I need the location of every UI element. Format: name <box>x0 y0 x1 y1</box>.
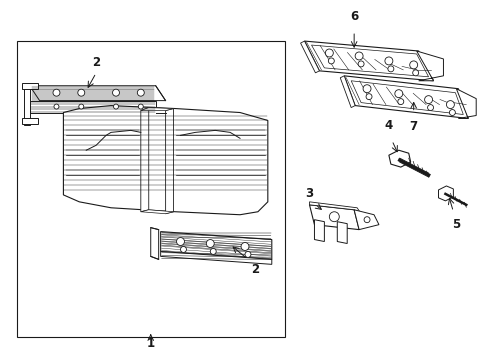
Polygon shape <box>310 202 361 214</box>
Circle shape <box>363 85 371 93</box>
Circle shape <box>113 89 120 96</box>
Circle shape <box>449 109 455 116</box>
Polygon shape <box>161 231 272 260</box>
Bar <box>17 41 285 337</box>
Polygon shape <box>439 186 453 201</box>
Circle shape <box>358 61 364 67</box>
Polygon shape <box>161 251 272 264</box>
Polygon shape <box>141 108 173 111</box>
Text: 2: 2 <box>92 56 100 69</box>
Circle shape <box>245 251 251 257</box>
Circle shape <box>329 212 339 222</box>
Polygon shape <box>340 76 355 108</box>
Circle shape <box>325 49 333 57</box>
Polygon shape <box>305 41 434 81</box>
Text: 4: 4 <box>385 120 393 132</box>
Polygon shape <box>389 150 411 167</box>
Polygon shape <box>300 41 319 73</box>
Text: 7: 7 <box>410 121 418 134</box>
Text: 3: 3 <box>305 187 314 200</box>
Polygon shape <box>337 222 347 243</box>
Circle shape <box>79 104 84 109</box>
Circle shape <box>425 96 433 104</box>
Polygon shape <box>141 210 173 214</box>
Text: 1: 1 <box>147 337 155 350</box>
Circle shape <box>241 243 249 251</box>
Polygon shape <box>22 118 38 125</box>
Polygon shape <box>416 51 443 81</box>
Polygon shape <box>315 220 324 242</box>
Polygon shape <box>22 83 38 89</box>
Circle shape <box>114 104 119 109</box>
Circle shape <box>364 217 370 223</box>
Circle shape <box>210 248 216 255</box>
Circle shape <box>398 99 404 105</box>
Circle shape <box>446 100 454 109</box>
Polygon shape <box>30 100 156 113</box>
Circle shape <box>413 70 418 76</box>
Circle shape <box>385 57 393 65</box>
Circle shape <box>176 238 184 246</box>
Text: 6: 6 <box>350 10 358 23</box>
Circle shape <box>395 90 403 98</box>
Polygon shape <box>141 108 149 212</box>
Circle shape <box>355 52 363 60</box>
Circle shape <box>410 61 417 69</box>
Polygon shape <box>30 86 166 100</box>
Circle shape <box>180 247 187 252</box>
Circle shape <box>328 58 334 64</box>
Polygon shape <box>24 86 30 125</box>
Polygon shape <box>63 105 268 215</box>
Circle shape <box>137 89 144 96</box>
Circle shape <box>428 105 434 111</box>
Text: 5: 5 <box>452 218 461 231</box>
Polygon shape <box>456 89 476 118</box>
Circle shape <box>54 104 59 109</box>
Circle shape <box>366 94 372 100</box>
Circle shape <box>388 66 394 72</box>
Circle shape <box>206 239 214 247</box>
Polygon shape <box>354 210 379 230</box>
Polygon shape <box>344 76 468 118</box>
Polygon shape <box>310 205 359 230</box>
Circle shape <box>53 89 60 96</box>
Polygon shape <box>166 109 173 214</box>
Polygon shape <box>151 228 159 260</box>
Circle shape <box>138 104 143 109</box>
Circle shape <box>78 89 85 96</box>
Text: 2: 2 <box>251 264 259 276</box>
